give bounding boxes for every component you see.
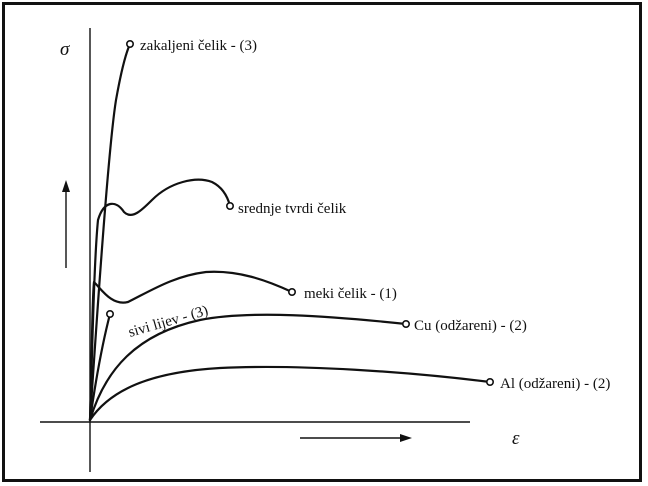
y-axis-symbol: σ [60, 39, 70, 60]
curve-meki-celik [88, 270, 294, 422]
curve-sivi-lijev [88, 312, 112, 422]
up-arrow [62, 180, 70, 268]
label-al-odzareni: Al (odžareni) - (2) [500, 376, 610, 392]
curve-zakaljeni-celik [88, 42, 132, 422]
x-axis-symbol: ε [512, 428, 520, 449]
end-marker-zakaljeni [126, 39, 135, 48]
diagram-frame [2, 2, 642, 482]
label-meki-celik: meki čelik - (1) [304, 286, 397, 302]
label-srednje-tvrdi-celik: srednje tvrdi čelik [238, 201, 347, 217]
label-zakaljeni-celik: zakaljeni čelik - (3) [140, 38, 257, 54]
right-arrow [300, 434, 412, 442]
end-marker-al [485, 377, 494, 386]
label-sivi-lijev: sivi lijev - (3) [127, 303, 210, 341]
end-marker-srednje [226, 202, 235, 211]
end-marker-cu [401, 319, 410, 328]
curve-cu-odzareni [88, 313, 408, 422]
curve-al-odzareni [88, 365, 492, 422]
end-marker-meki [287, 287, 296, 296]
label-cu-odzareni: Cu (odžareni) - (2) [414, 318, 527, 334]
end-marker-sivi [106, 309, 115, 318]
